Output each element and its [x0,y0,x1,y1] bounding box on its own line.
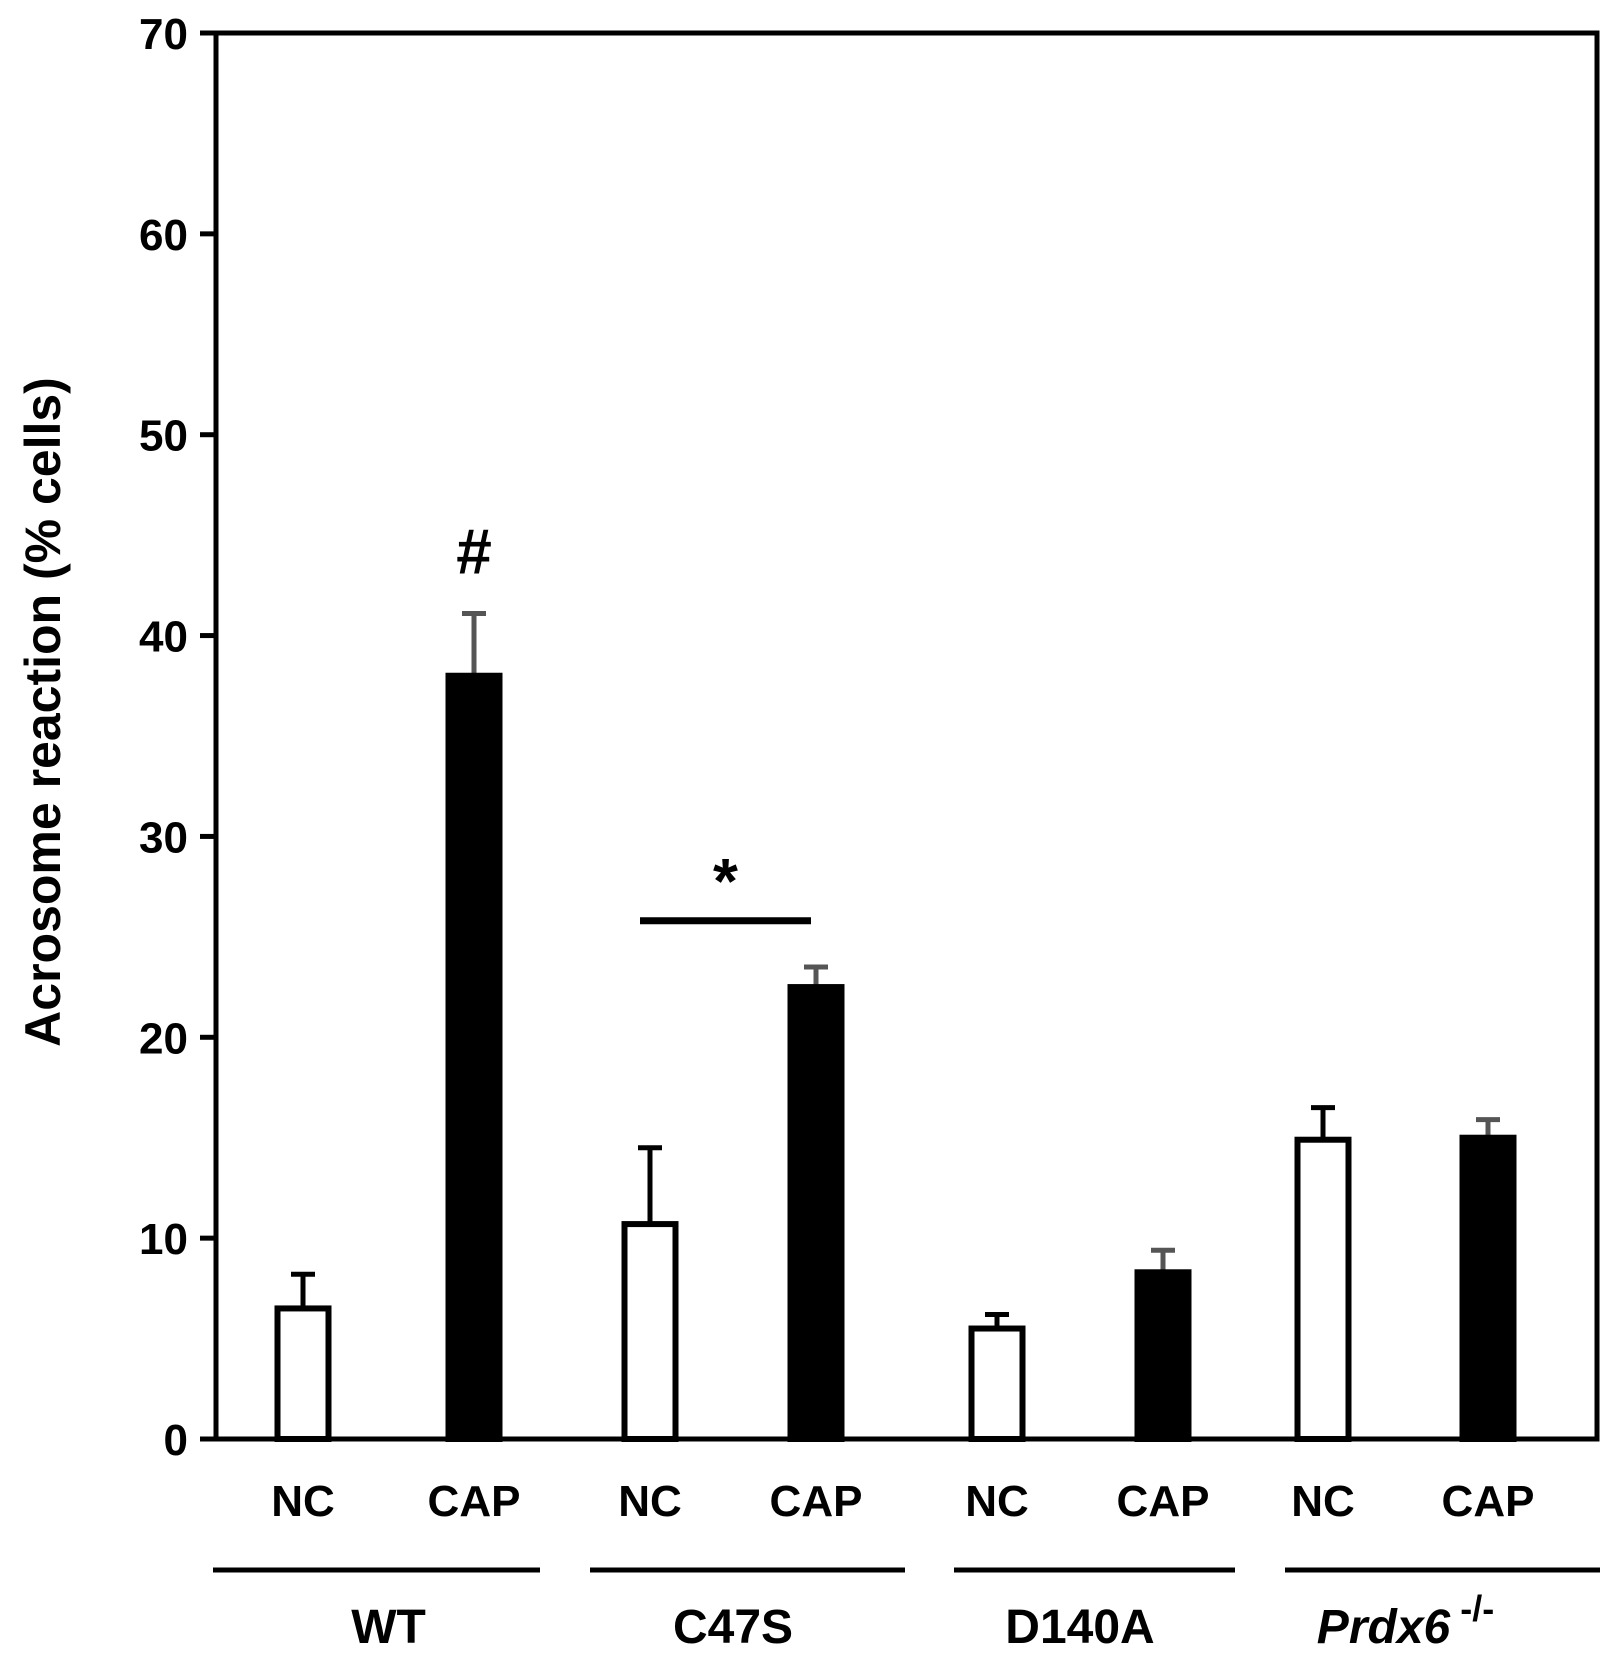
condition-label: NC [271,1477,335,1526]
bar-wt-nc [274,1305,332,1443]
condition-label: CAP [770,1477,863,1526]
condition-label: NC [618,1477,682,1526]
bar-c47s-cap [787,984,845,1442]
group-label-text: D140A [1005,1601,1154,1651]
group-label: Prdx6 -/- [1317,1588,1494,1651]
condition-label: CAP [1117,1477,1210,1526]
y-tick-label: 10 [139,1215,188,1264]
group-label: D140A [1005,1601,1154,1651]
group-label: C47S [673,1601,793,1651]
bar-wt-cap [445,672,503,1442]
y-tick-label: 40 [139,613,188,662]
y-tick-label: 30 [139,813,188,862]
condition-label: NC [1291,1477,1355,1526]
plot-frame [213,30,1600,1442]
group-label-text: Prdx6 [1317,1601,1451,1651]
bar-prdx6-nc [1294,1136,1352,1443]
group-label-superscript: -/- [1450,1588,1494,1629]
y-tick-label: 20 [139,1014,188,1063]
y-axis-title: Acrosome reaction (% cells) [15,377,71,1047]
group-label-text: C47S [673,1601,793,1651]
significance-star: * [713,845,738,917]
bar-d140a-nc [968,1325,1026,1442]
group-label: WT [351,1601,426,1651]
condition-label: NC [965,1477,1029,1526]
bar-prdx6-cap [1459,1134,1517,1442]
group-label-text: WT [351,1601,426,1651]
y-tick-label: 50 [139,412,188,461]
condition-label: CAP [1442,1477,1535,1526]
condition-label: CAP [428,1477,521,1526]
y-tick-label: 0 [164,1416,188,1465]
y-tick-label: 70 [139,10,188,59]
significance-hash: # [456,515,492,587]
y-tick-label: 60 [139,211,188,260]
bar-d140a-cap [1134,1269,1192,1442]
bar-c47s-nc [621,1221,679,1443]
